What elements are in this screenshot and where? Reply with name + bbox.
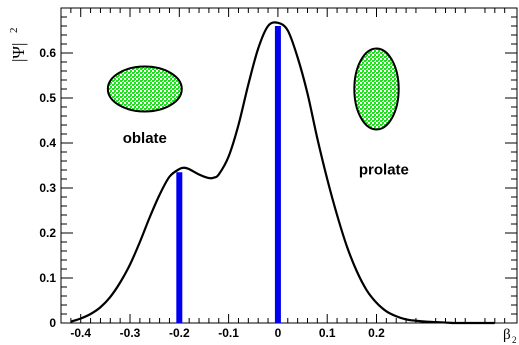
x-tick-label: 0.1	[319, 326, 336, 340]
probability-curve	[70, 21, 495, 325]
x-axis-title: β	[503, 327, 511, 343]
svg-text:|Ψ|: |Ψ|	[9, 43, 28, 62]
y-tick-label: 0.1	[39, 271, 56, 285]
x-tick-label: 0	[275, 326, 282, 340]
svg-text:2: 2	[8, 28, 20, 34]
y-axis-title: |Ψ| 2	[8, 28, 28, 63]
prolate-shape	[353, 47, 400, 131]
y-tick-label: 0.6	[39, 46, 56, 60]
annotation-prolate: prolate	[359, 162, 409, 179]
x-tick-label: -0.2	[169, 326, 190, 340]
y-tick-label: 0.5	[39, 91, 56, 105]
y-tick-label: 0.4	[39, 136, 56, 150]
x-tick-label: -0.4	[70, 326, 91, 340]
y-tick-label: 0.3	[39, 181, 56, 195]
oblate-shape	[106, 65, 183, 113]
x-tick-label: -0.1	[218, 326, 239, 340]
x-tick-label: 0.2	[368, 326, 385, 340]
y-tick-label: 0.2	[39, 226, 56, 240]
bar	[274, 26, 281, 323]
plot-frame	[60, 7, 518, 324]
plot-area: -0.4 -0.3 -0.2 -0.1 0 0.1 0.2 0 0.1 0.2 0.3 0.4 0.5 0…	[39, 7, 518, 340]
x-tick-label: -0.3	[120, 326, 141, 340]
x-axis-title-subscript: 2	[512, 335, 517, 345]
bar	[176, 172, 183, 323]
annotation-oblate: oblate	[123, 130, 167, 147]
y-tick-label: 0	[49, 316, 56, 330]
